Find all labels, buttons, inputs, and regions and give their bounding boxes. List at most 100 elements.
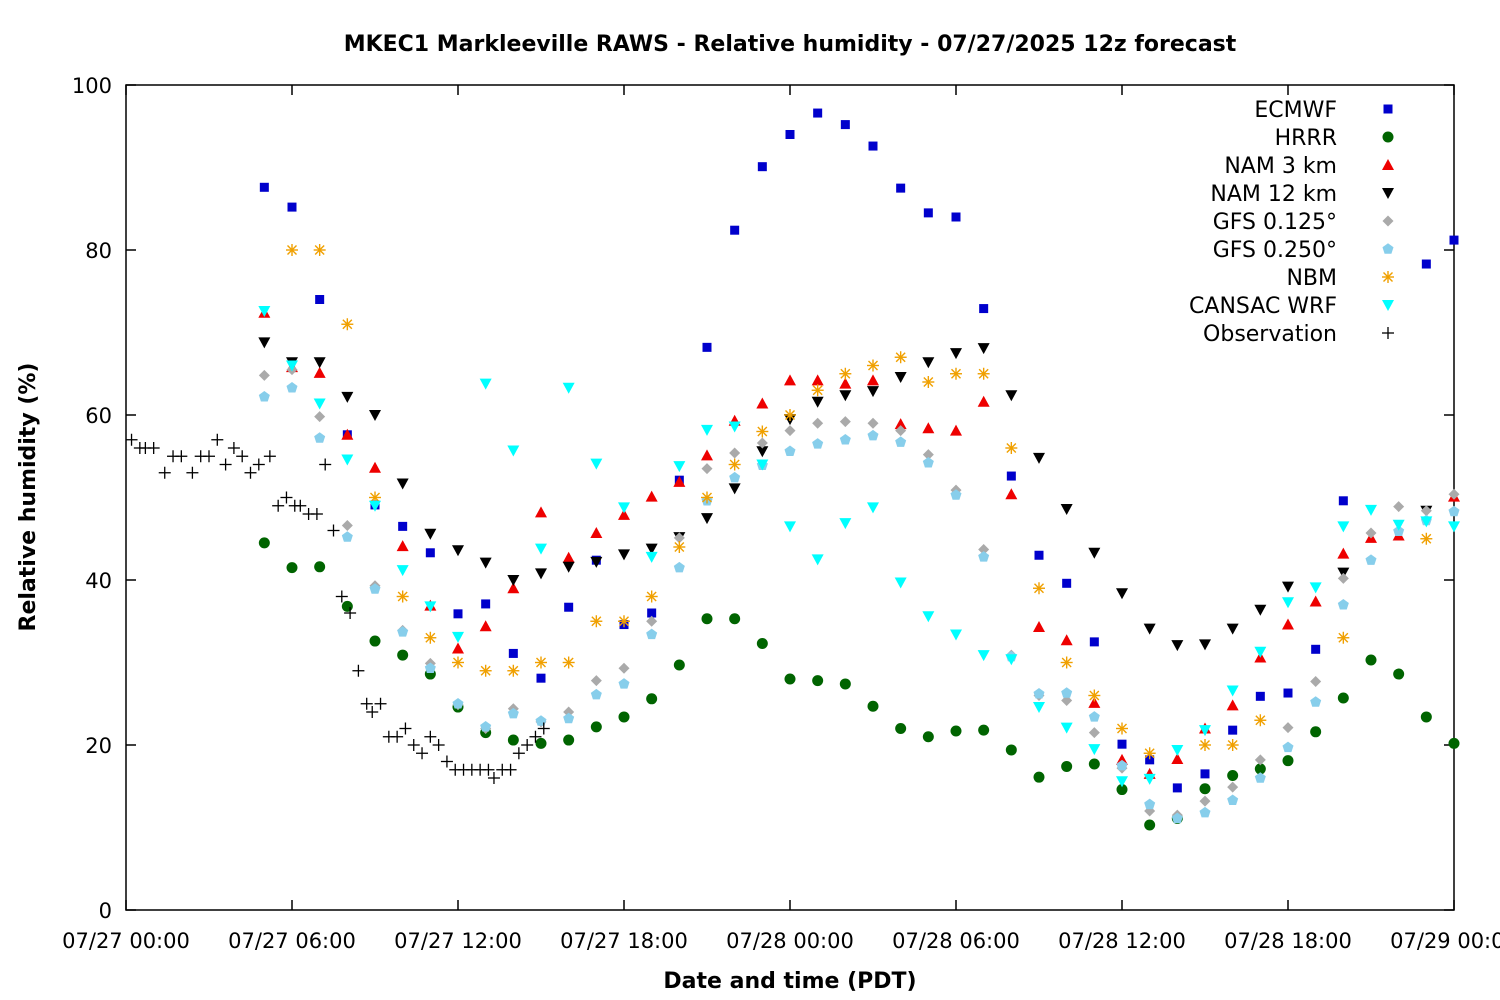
data-point-nam-3-km xyxy=(341,428,354,440)
data-point-gfs-0-125 xyxy=(784,425,796,437)
data-point-observation xyxy=(272,499,285,512)
data-point-observation xyxy=(294,499,307,512)
y-axis-label: Relative humidity (%) xyxy=(16,363,41,632)
data-point-hrrr xyxy=(784,673,796,685)
data-point-gfs-0-125 xyxy=(839,416,851,428)
data-point-gfs-0-250 xyxy=(314,432,326,443)
data-point-ecmwf xyxy=(1228,725,1238,735)
data-point-nam-12-km xyxy=(1116,588,1128,600)
data-point-gfs-0-125 xyxy=(618,662,630,674)
data-point-nbm xyxy=(922,376,935,388)
data-point-hrrr xyxy=(258,537,270,549)
data-point-ecmwf xyxy=(508,648,518,658)
data-point-observation xyxy=(211,433,224,446)
data-point-gfs-0-125 xyxy=(563,706,575,718)
data-point-gfs-0-125 xyxy=(590,675,602,687)
data-point-gfs-0-250 xyxy=(286,381,298,393)
data-point-gfs-0-125 xyxy=(314,411,326,423)
data-point-cansac-wrf xyxy=(1309,582,1322,594)
data-point-hrrr xyxy=(895,723,907,734)
data-point-observation xyxy=(310,508,323,520)
data-point-ecmwf xyxy=(536,673,546,683)
data-point-cansac-wrf xyxy=(1033,702,1045,714)
data-point-hrrr xyxy=(535,737,547,749)
data-point-nam-12-km xyxy=(1171,640,1184,652)
data-point-hrrr xyxy=(507,734,519,746)
data-point-nam-3-km xyxy=(701,449,713,461)
series-cansac-wrf xyxy=(258,306,1460,788)
data-point-nbm xyxy=(424,631,437,644)
series-gfs-0-125 xyxy=(258,364,1460,821)
data-point-ecmwf xyxy=(647,608,657,618)
data-point-ecmwf xyxy=(398,521,408,531)
data-point-ecmwf xyxy=(315,295,325,304)
data-point-gfs-0-250 xyxy=(341,531,353,542)
data-point-gfs-0-125 xyxy=(812,417,824,429)
data-point-gfs-0-125 xyxy=(673,532,685,544)
legend-label-hrrr: HRRR xyxy=(1275,126,1337,151)
data-point-observation xyxy=(512,747,525,760)
data-point-observation xyxy=(487,772,500,784)
data-point-gfs-0-125 xyxy=(867,417,879,429)
legend-label-nam-3-km: NAM 3 km xyxy=(1224,154,1337,179)
data-point-nam-12-km xyxy=(452,545,464,557)
data-point-observation xyxy=(366,706,379,718)
legend-label-observation: Observation xyxy=(1203,322,1337,347)
data-point-nam-12-km xyxy=(424,528,437,540)
data-point-ecmwf xyxy=(259,182,269,192)
data-point-nbm xyxy=(1033,582,1045,595)
data-point-nam-12-km xyxy=(507,575,520,586)
data-point-gfs-0-125 xyxy=(1254,754,1266,766)
data-point-nam-3-km xyxy=(756,397,769,409)
data-point-observation xyxy=(537,722,550,735)
data-point-gfs-0-125 xyxy=(1199,795,1211,807)
data-point-nam-12-km xyxy=(258,337,271,349)
data-point-hrrr xyxy=(1282,755,1294,767)
data-point-gfs-0-125 xyxy=(922,449,934,461)
data-point-hrrr xyxy=(1033,771,1045,783)
data-point-nam-12-km xyxy=(1060,504,1073,516)
data-point-ecmwf xyxy=(757,162,767,172)
data-point-hrrr xyxy=(286,562,298,574)
data-point-nbm xyxy=(1420,532,1433,545)
data-point-observation xyxy=(504,763,517,776)
data-point-nbm xyxy=(811,384,824,397)
data-point-nbm xyxy=(728,458,741,471)
data-point-cansac-wrf xyxy=(1365,504,1377,516)
data-point-gfs-0-250 xyxy=(590,688,602,700)
data-point-nam-12-km xyxy=(701,513,713,525)
data-point-gfs-0-125 xyxy=(1227,781,1239,793)
data-point-cansac-wrf xyxy=(313,398,326,410)
data-point-ecmwf xyxy=(785,130,795,139)
data-point-observation xyxy=(252,458,265,471)
data-point-gfs-0-250 xyxy=(507,707,519,719)
legend-label-gfs-0-125: GFS 0.125° xyxy=(1213,210,1337,235)
data-point-nbm xyxy=(1116,722,1128,735)
data-point-nbm xyxy=(1199,739,1211,751)
data-point-hrrr xyxy=(1005,744,1017,756)
data-point-observation xyxy=(360,697,373,710)
data-point-hrrr xyxy=(867,700,879,712)
x-axis-label: Date and time (PDT) xyxy=(663,969,916,994)
data-point-cansac-wrf xyxy=(341,454,354,466)
data-point-ecmwf xyxy=(1172,783,1182,793)
data-point-nam-3-km xyxy=(452,642,464,654)
data-point-gfs-0-250 xyxy=(922,457,934,468)
data-point-hrrr xyxy=(1199,783,1211,795)
data-point-cansac-wrf xyxy=(396,565,409,577)
data-point-gfs-0-250 xyxy=(369,583,381,594)
data-point-observation xyxy=(529,730,542,743)
data-point-nbm xyxy=(1143,747,1156,760)
data-point-cansac-wrf xyxy=(1143,773,1156,785)
data-point-cansac-wrf xyxy=(1337,521,1350,533)
legend-marker-observation xyxy=(1382,327,1394,339)
data-point-nbm xyxy=(645,590,658,603)
data-point-nbm xyxy=(977,367,990,380)
data-point-nam-12-km xyxy=(645,543,658,555)
data-point-hrrr xyxy=(1393,668,1405,680)
data-point-nam-3-km xyxy=(1033,621,1045,633)
data-point-ecmwf xyxy=(1311,644,1321,654)
data-point-cansac-wrf xyxy=(894,577,907,589)
data-point-nam-3-km xyxy=(1088,696,1101,708)
data-point-ecmwf xyxy=(730,225,740,235)
